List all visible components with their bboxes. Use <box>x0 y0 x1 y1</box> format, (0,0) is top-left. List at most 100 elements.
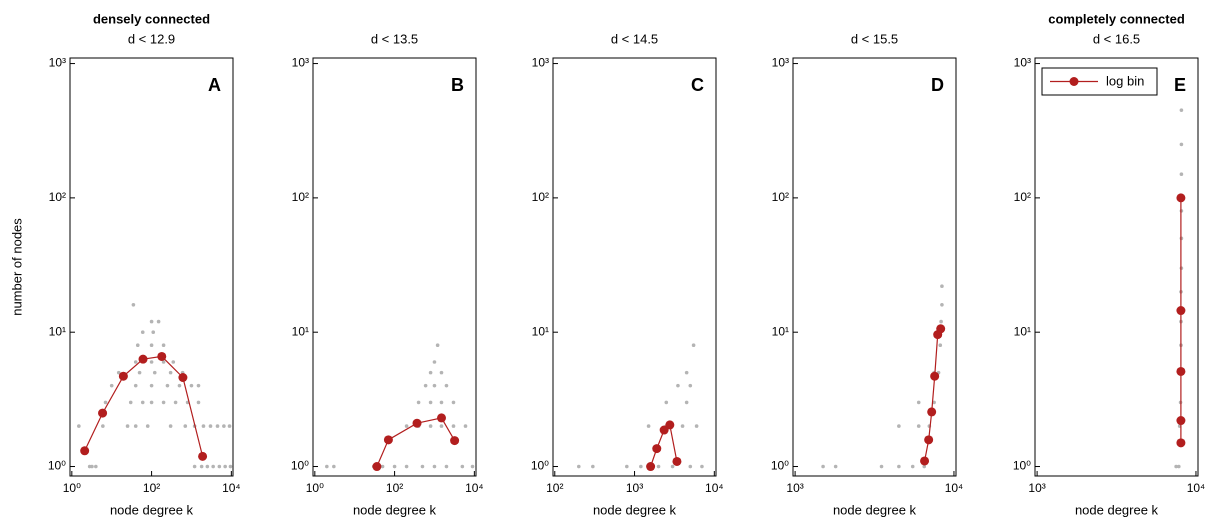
panel: densely connected d < 12.9 10⁰ 10² 10⁴ 10⁰ 10¹… <box>9 11 240 517</box>
degree-point <box>910 464 915 469</box>
degree-point <box>135 343 140 348</box>
plot-frame <box>1034 57 1199 477</box>
panel-letter: E <box>1174 75 1186 95</box>
log-bin-point <box>1176 366 1186 376</box>
degree-point <box>103 400 108 405</box>
y-tick-label: 10² <box>49 190 66 204</box>
log-bin-point <box>450 436 460 446</box>
log-bin-point <box>138 354 148 364</box>
degree-point <box>196 400 201 405</box>
degree-point <box>676 383 680 388</box>
degree-point <box>463 424 468 428</box>
degree-point <box>656 464 661 469</box>
log-bin-point <box>924 435 934 445</box>
x-axis-label: node degree k <box>353 502 437 517</box>
degree-point <box>77 424 81 428</box>
degree-point <box>133 360 138 364</box>
panel-subtitle: d < 14.5 <box>611 31 658 46</box>
degree-point <box>439 370 444 375</box>
degree-point <box>897 424 901 428</box>
degree-point <box>149 343 154 348</box>
degree-point <box>646 424 651 428</box>
plot-frame <box>69 57 234 477</box>
x-tick-label: 10³ <box>786 481 803 495</box>
degree-point <box>149 383 154 388</box>
degree-point <box>939 319 943 324</box>
degree-point <box>1179 142 1184 147</box>
degree-point <box>444 383 449 388</box>
log-bin-point <box>1176 306 1186 316</box>
degree-point <box>451 424 456 428</box>
degree-point <box>208 424 213 428</box>
panel-letter: C <box>691 75 704 95</box>
degree-point <box>922 464 927 469</box>
degree-point <box>173 400 178 405</box>
degree-point <box>171 360 176 364</box>
y-tick-label: 10⁰ <box>1013 459 1031 473</box>
degree-point <box>670 464 675 469</box>
x-tick-label: 10⁴ <box>1187 481 1206 495</box>
log-bin-point <box>665 420 675 430</box>
log-bin-point <box>1176 193 1186 203</box>
log-bin-point <box>98 408 108 418</box>
plot-frame <box>552 57 717 477</box>
panel-subtitle: d < 12.9 <box>128 31 175 46</box>
log-bin-point <box>118 371 128 381</box>
degree-point <box>428 400 433 405</box>
degree-point <box>688 383 693 388</box>
degree-point <box>332 464 336 469</box>
panel-letter: D <box>931 75 944 95</box>
x-axis-label: node degree k <box>593 502 677 517</box>
degree-point <box>833 464 838 469</box>
legend-label: log bin <box>1106 73 1144 88</box>
y-tick-label: 10² <box>772 190 789 204</box>
panel: completely connected d < 16.5 10³ 10⁴ 10⁰ 10¹… <box>1013 11 1205 517</box>
degree-point <box>625 464 629 469</box>
degree-point <box>684 400 689 405</box>
degree-point <box>432 464 437 469</box>
degree-point <box>145 424 150 428</box>
plot-frame <box>792 57 957 477</box>
y-tick-label: 10² <box>1014 190 1031 204</box>
x-tick-label: 10⁴ <box>465 481 484 495</box>
degree-point <box>444 464 449 469</box>
degree-point <box>116 370 121 375</box>
panel: d < 13.5 10⁰ 10² 10⁴ 10⁰ 10¹ 10² 10³ node degree… <box>291 31 484 517</box>
x-axis-label: node degree k <box>833 502 917 517</box>
log-bin-point <box>927 407 937 417</box>
y-tick-label: 10¹ <box>772 324 789 338</box>
degree-point <box>451 400 456 405</box>
y-tick-label: 10¹ <box>532 324 549 338</box>
legend-marker <box>1069 77 1079 86</box>
log-bin-point <box>412 418 422 428</box>
y-tick-label: 10³ <box>1014 56 1031 70</box>
log-bin-point <box>930 371 940 381</box>
y-tick-label: 10⁰ <box>531 459 549 473</box>
degree-point <box>435 343 440 348</box>
degree-point <box>168 370 173 375</box>
y-tick-label: 10⁰ <box>771 459 789 473</box>
y-tick-label: 10³ <box>292 56 309 70</box>
degree-point <box>684 370 689 375</box>
degree-point <box>101 424 105 428</box>
degree-point <box>223 464 227 469</box>
degree-point <box>227 424 232 428</box>
degree-point <box>149 360 154 364</box>
degree-point <box>165 383 170 388</box>
degree-point <box>916 400 921 405</box>
panel-title: densely connected <box>93 11 210 26</box>
degree-point <box>404 464 409 469</box>
degree-point <box>416 400 421 405</box>
x-tick-label: 10³ <box>1028 481 1045 495</box>
x-axis-label: node degree k <box>1075 502 1159 517</box>
degree-point <box>439 400 444 405</box>
log-bin-point <box>672 456 682 466</box>
x-tick-label: 10² <box>386 481 403 495</box>
degree-point <box>1177 464 1181 469</box>
log-bin-point <box>920 456 930 466</box>
y-tick-label: 10¹ <box>49 324 66 338</box>
x-tick-label: 10² <box>546 481 563 495</box>
degree-point <box>140 330 145 334</box>
degree-point <box>470 464 475 469</box>
